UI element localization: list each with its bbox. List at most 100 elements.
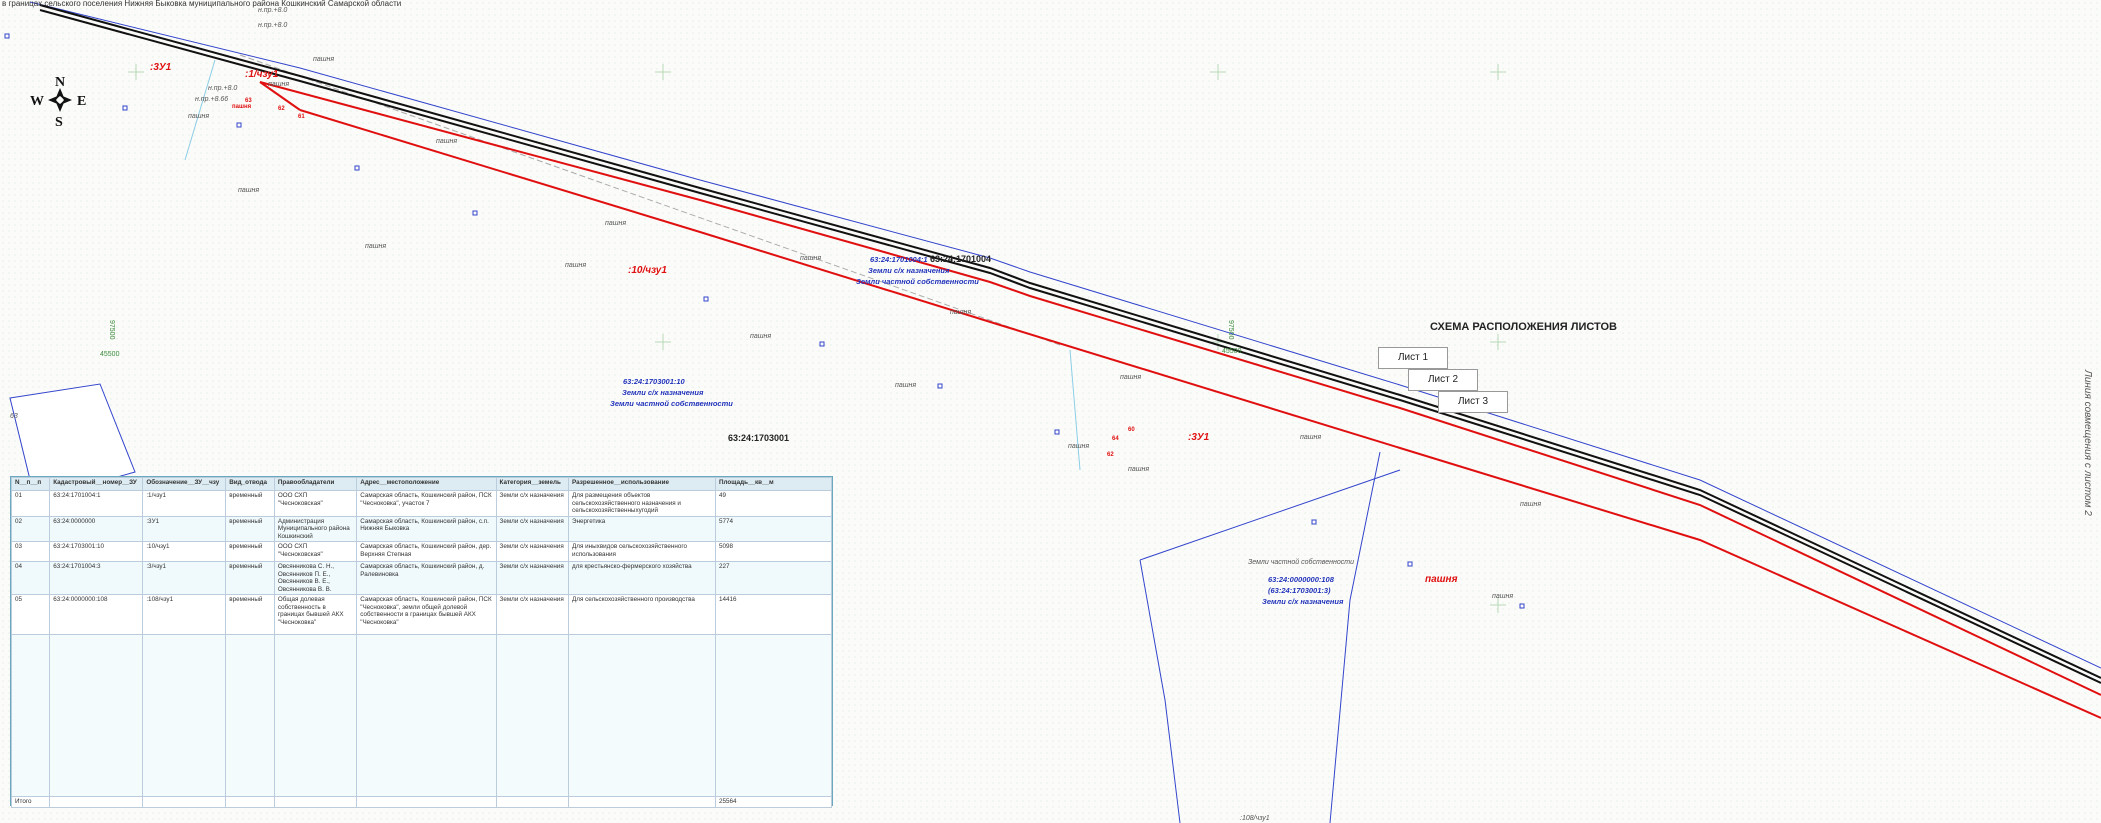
map-label: 62 (278, 106, 285, 112)
cell (356, 634, 497, 797)
cell: 25564 (714, 796, 833, 808)
road (39, 9, 2101, 684)
header-cell: Обозначение__ЗУ__чзу (142, 477, 227, 491)
cell: для крестьянско-фермерского хозяйства (568, 561, 716, 595)
labels: н.пр.+8.0н.пр.+8.0пашня:3У1:1/чзу1н.пр.+… (10, 7, 1541, 822)
cell: Энергетика (568, 515, 716, 542)
map-label: пашня (750, 333, 771, 340)
map-label: 63:24:0000000:108 (1268, 575, 1335, 584)
map-label: н.пр.+8.0 (258, 22, 287, 29)
parcel (9, 383, 136, 501)
cell (714, 634, 833, 797)
map-label: (63:24:1703001:3) (1268, 586, 1331, 595)
cell: 03 (10, 541, 51, 562)
cell (495, 634, 570, 797)
header-cell: Адрес__местоположение (356, 477, 497, 491)
cell: Овсянникова С. Н., Овсянников П. Е., Овс… (273, 561, 358, 595)
header-cell: Кадастровый__номер__ЗУ (49, 477, 144, 491)
compass-s: S (55, 115, 63, 130)
map-label: :3У1 (150, 62, 172, 73)
map-label: 63:24:1703001 (728, 433, 789, 443)
row: 01 63:24:1701004:1:1/чзу1 временный ООО СХП… (10, 490, 833, 517)
header-cell: Категория__земель (495, 477, 570, 491)
map-label: 63:24:1703001:10 (623, 377, 686, 386)
row: 05 63:24:0000000:108:108/чзу1 временный Общ… (10, 594, 833, 635)
blue-border (29, 1, 2101, 669)
cell: 49 (714, 490, 833, 517)
cell: Итого (10, 796, 51, 808)
row: 03 63:24:1703001:10:10/чзу1 временный ООО С… (10, 541, 833, 562)
cell (142, 634, 227, 797)
side-note: Линия совмещения с листом 2 (2082, 369, 2093, 516)
cell: временный (225, 490, 275, 517)
header-cell: Правообладатели (273, 477, 358, 491)
cell: Самарская область, Кошкинский район, д. … (356, 561, 497, 595)
cell (49, 796, 144, 808)
cell: 63:24:1703001:10 (49, 541, 144, 562)
map-label: :3У1 (1188, 432, 1210, 443)
sheet: Лист 3 (1438, 391, 1508, 413)
header-row: N__п__п Кадастровый__номер__ЗУ Обозначение… (10, 477, 833, 491)
cell: ООО СХП "Чесноковская" (273, 490, 358, 517)
map-label: Земли с/х назначения (868, 266, 950, 275)
map-label: пашня (1520, 501, 1541, 508)
map-label: пашня (232, 104, 252, 110)
map-label: пашня (238, 187, 259, 194)
row: 04 63:24:1701004:3:3/чзу1 временный Овсянни… (10, 561, 833, 595)
map-label: 45500 (1222, 348, 1242, 355)
header-cell: N__п__п (10, 477, 51, 491)
map-label: 45500 (100, 351, 120, 358)
sheets-title: СХЕМА РАСПОЛОЖЕНИЯ ЛИСТОВ (1430, 321, 1617, 333)
cell (225, 796, 275, 808)
map-label: :1/чзу1 (245, 69, 279, 80)
cell: временный (225, 561, 275, 595)
cell: 63:24:0000000:108 (49, 594, 144, 635)
map-label: н.пр.+8.66 (195, 96, 228, 103)
cell: Самарская область, Кошкинский район, ПСК… (356, 490, 497, 517)
map-label: пашня (1492, 593, 1513, 600)
cell: Самарская область, Кошкинский район, ПСК… (356, 594, 497, 635)
cell: Земли с/х назначения (495, 561, 570, 595)
compass-e: E (77, 94, 86, 109)
map-label: пашня (1425, 574, 1458, 585)
cell (273, 796, 358, 808)
road (39, 4, 2101, 679)
map-label: 63:24:1701004:1 (870, 255, 928, 264)
compass-n: N (55, 75, 65, 90)
cell: 05 (10, 594, 51, 635)
spacer-row (10, 634, 833, 797)
cell: Самарская область, Кошкинский район, дер… (356, 541, 497, 562)
cell: 14416 (714, 594, 833, 635)
cell: временный (225, 515, 275, 542)
map-label: пашня (268, 81, 289, 88)
cell: :3У1 (142, 515, 227, 542)
map-label: 63:24:1701004 (930, 254, 991, 264)
map-label: Земли частной собственности (610, 399, 733, 408)
map-label: 64 (1112, 436, 1119, 442)
map-label: :10/чзу1 (628, 265, 667, 276)
map-label: пашня (565, 262, 586, 269)
parcel-border (1329, 451, 1381, 823)
markers (4, 33, 1525, 609)
cell: временный (225, 594, 275, 635)
map-label: пашня (895, 382, 916, 389)
cell: 63:24:1701004:3 (49, 561, 144, 595)
red-border (259, 81, 2101, 696)
header-cell: Разрешенное__использование (568, 477, 716, 491)
cell (568, 796, 716, 808)
map-label: пашня (436, 138, 457, 145)
map-label: 63 (10, 413, 18, 420)
map-label: Земли частной собственности (856, 277, 979, 286)
map-label: пашня (365, 243, 386, 250)
cell (225, 634, 275, 797)
cell (356, 796, 497, 808)
map-label: :108/чзу1 (1240, 815, 1270, 822)
cell: 01 (10, 490, 51, 517)
map-label: пашня (605, 220, 626, 227)
map-label: 97500 (1227, 320, 1234, 340)
cell: Земли с/х назначения (495, 490, 570, 517)
cell: 02 (10, 515, 51, 542)
cell: временный (225, 541, 275, 562)
cell: :1/чзу1 (142, 490, 227, 517)
cell: Общая долевая собственность в границах б… (273, 594, 358, 635)
